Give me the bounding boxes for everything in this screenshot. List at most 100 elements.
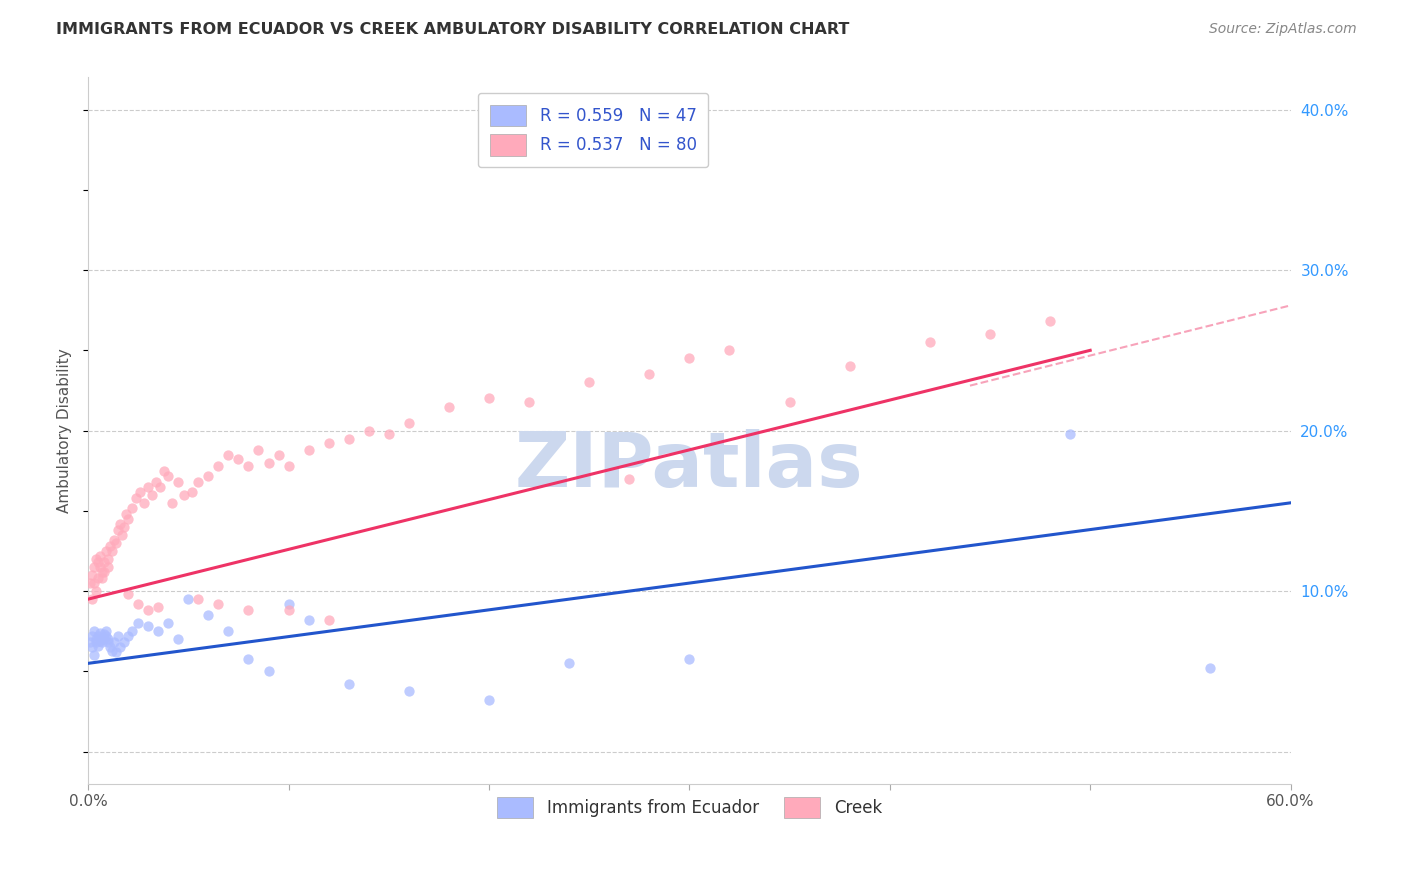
Point: [87, 639, 110, 653]
Point: [718, 343, 741, 358]
Point: [337, 677, 360, 691]
Point: [918, 335, 941, 350]
Point: [134, 496, 156, 510]
Point: [277, 597, 299, 611]
Point: [111, 528, 134, 542]
Point: [619, 472, 641, 486]
Point: [167, 475, 190, 489]
Point: [145, 475, 167, 489]
Point: [257, 456, 280, 470]
Point: [337, 432, 360, 446]
Point: [87, 555, 110, 569]
Point: [84, 632, 107, 647]
Point: [98, 640, 121, 655]
Point: [187, 592, 209, 607]
Point: [93, 632, 115, 647]
Point: [478, 392, 501, 406]
Point: [110, 640, 132, 655]
Text: Source: ZipAtlas.com: Source: ZipAtlas.com: [1209, 22, 1357, 37]
Point: [103, 533, 125, 547]
Point: [136, 480, 159, 494]
Point: [121, 500, 143, 515]
Point: [238, 458, 260, 473]
Point: [93, 555, 115, 569]
Point: [103, 635, 125, 649]
Point: [148, 600, 170, 615]
Point: [115, 507, 138, 521]
Point: [678, 351, 700, 366]
Point: [181, 484, 204, 499]
Point: [84, 635, 107, 649]
Point: [398, 683, 420, 698]
Point: [277, 458, 299, 473]
Point: [117, 512, 139, 526]
Point: [517, 394, 540, 409]
Point: [91, 565, 114, 579]
Point: [838, 359, 860, 374]
Point: [89, 625, 111, 640]
Point: [1039, 314, 1062, 328]
Text: IMMIGRANTS FROM ECUADOR VS CREEK AMBULATORY DISABILITY CORRELATION CHART: IMMIGRANTS FROM ECUADOR VS CREEK AMBULAT…: [56, 22, 849, 37]
Point: [97, 635, 120, 649]
Legend: Immigrants from Ecuador, Creek: Immigrants from Ecuador, Creek: [491, 790, 889, 825]
Point: [101, 643, 124, 657]
Point: [125, 491, 148, 505]
Point: [117, 629, 139, 643]
Point: [1059, 426, 1081, 441]
Point: [398, 416, 420, 430]
Point: [93, 565, 115, 579]
Point: [437, 400, 460, 414]
Point: [238, 603, 260, 617]
Point: [779, 394, 801, 409]
Point: [82, 629, 104, 643]
Point: [84, 552, 107, 566]
Point: [112, 520, 135, 534]
Point: [110, 516, 132, 531]
Y-axis label: Ambulatory Disability: Ambulatory Disability: [58, 348, 72, 513]
Point: [97, 560, 120, 574]
Point: [127, 597, 149, 611]
Point: [136, 619, 159, 633]
Point: [247, 442, 270, 457]
Point: [153, 464, 176, 478]
Point: [82, 592, 104, 607]
Point: [578, 376, 600, 390]
Point: [83, 576, 105, 591]
Point: [117, 587, 139, 601]
Point: [82, 568, 104, 582]
Point: [105, 536, 128, 550]
Point: [157, 468, 180, 483]
Point: [238, 651, 260, 665]
Point: [378, 426, 401, 441]
Text: ZIPatlas: ZIPatlas: [515, 429, 863, 503]
Point: [112, 635, 135, 649]
Point: [89, 549, 111, 563]
Point: [149, 480, 172, 494]
Point: [79, 576, 101, 591]
Point: [173, 488, 195, 502]
Point: [267, 448, 290, 462]
Point: [167, 632, 190, 647]
Point: [83, 648, 105, 663]
Point: [91, 631, 114, 645]
Point: [127, 616, 149, 631]
Point: [96, 544, 118, 558]
Point: [105, 645, 128, 659]
Point: [1199, 661, 1222, 675]
Point: [558, 657, 581, 671]
Point: [678, 651, 700, 665]
Point: [297, 442, 319, 457]
Point: [87, 571, 110, 585]
Point: [96, 629, 118, 643]
Point: [357, 424, 380, 438]
Point: [97, 552, 120, 566]
Point: [197, 608, 219, 623]
Point: [136, 603, 159, 617]
Point: [89, 560, 111, 574]
Point: [478, 693, 501, 707]
Point: [91, 571, 114, 585]
Point: [97, 632, 120, 647]
Point: [141, 488, 163, 502]
Point: [129, 484, 152, 499]
Point: [83, 624, 105, 639]
